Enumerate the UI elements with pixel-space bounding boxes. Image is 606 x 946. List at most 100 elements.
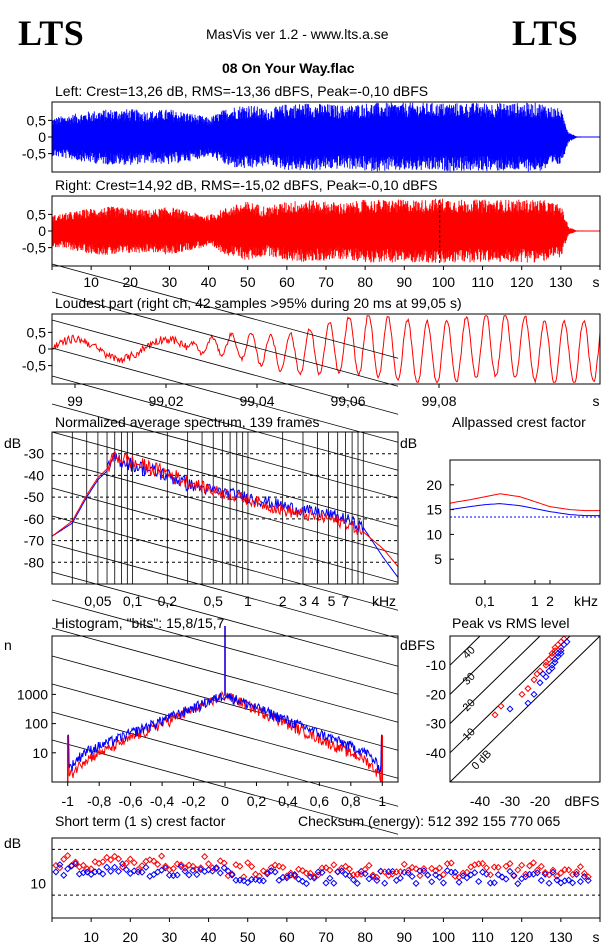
stc-xtick: 100 [432, 929, 456, 945]
pvr-ytick: -10 [426, 657, 446, 673]
stc-point-left [326, 874, 334, 882]
pvr-point-left [542, 673, 550, 681]
right-wave-title: Right: Crest=14,92 dB, RMS=-15,02 dBFS, … [55, 177, 437, 193]
stc-point-left [60, 871, 68, 879]
right-wave-xtick: 130 [549, 274, 573, 290]
lts-logo-right: LTS [512, 13, 579, 53]
loudest-xtick: 99 [67, 393, 83, 409]
pvr-point-right [557, 638, 565, 646]
stc-point-left [71, 860, 80, 868]
stc-point-left [107, 867, 115, 875]
pvr-ylabel: dBFS [400, 637, 435, 653]
stc-point-right [518, 861, 526, 869]
right-wave-ytick: 0 [38, 223, 46, 239]
stc-point-left [420, 867, 428, 875]
right-wave-xtick: 110 [471, 274, 494, 290]
stc-point-left [103, 863, 111, 871]
spectrum-slope-line [51, 543, 399, 639]
stc-point-left [126, 869, 134, 878]
loudest-xtick: s [593, 393, 600, 409]
hist-xtick: 0,8 [341, 793, 361, 809]
pvr-point-right [533, 670, 541, 678]
stc-point-left [537, 876, 545, 884]
loudest-ytick: 0,5 [27, 324, 47, 340]
stc-point-left [451, 868, 459, 876]
right-wave-ytick: -0,5 [22, 240, 46, 256]
pvr-point-left [563, 638, 571, 646]
pvr-point-right [542, 658, 550, 666]
stc-point-right [126, 855, 134, 863]
crest-title: Allpassed crest factor [452, 414, 586, 430]
stc-xtick: 130 [549, 929, 573, 945]
hist-xtick: -0,2 [181, 793, 205, 809]
stc-point-right [228, 870, 236, 878]
stc-xtick: 110 [471, 929, 494, 945]
spectrum-slope-line [51, 683, 399, 779]
stc-point-left [208, 867, 217, 875]
stc-xtick: 80 [357, 929, 373, 945]
stc-point-left [584, 876, 592, 885]
spectrum-slope-line [51, 347, 399, 443]
stc-point-left [283, 874, 291, 882]
stc-point-left [275, 876, 283, 884]
stc-point-right [201, 853, 209, 861]
stc-point-left [322, 879, 330, 887]
stc-point-left [412, 879, 420, 887]
stc-point-left [95, 867, 103, 875]
stc-point-left [263, 870, 271, 878]
stc-point-left [416, 867, 424, 875]
stc-point-right [122, 859, 130, 867]
stc-point-left [490, 879, 498, 887]
stc-xtick: 50 [240, 929, 256, 945]
right-wave-xtick: 50 [240, 274, 256, 290]
spectrum-right [51, 451, 399, 567]
stc-point-left [353, 879, 361, 887]
loudest-xtick: 99,04 [239, 393, 274, 409]
right-wave-xtick: 90 [396, 274, 412, 290]
stc-point-left [87, 870, 95, 878]
stc-ytick: 10 [30, 876, 46, 892]
stc-point-left [310, 874, 318, 882]
stc-frame [51, 837, 601, 919]
hist-xtick: -0,6 [119, 793, 143, 809]
stc-point-left [259, 877, 267, 885]
stc-point-right [161, 862, 170, 870]
stc-point-right [87, 865, 95, 873]
stc-point-left [408, 872, 416, 881]
stc-point-left [533, 869, 541, 877]
spectrum-slope-line [51, 291, 399, 387]
stc-point-right [255, 872, 263, 880]
stc-point-left [64, 865, 72, 873]
spectrum-slope-line [51, 711, 399, 807]
stc-point-left [150, 871, 158, 879]
pvr-point-right [491, 711, 499, 719]
stc-point-right [169, 865, 177, 873]
app-version: MasVis ver 1.2 - www.lts.a.se [206, 26, 389, 42]
stc-point-right [361, 865, 369, 873]
stc-xtick: 10 [83, 929, 99, 945]
stc-point-left [361, 870, 369, 878]
stc-point-left [193, 871, 201, 879]
pvr-xtick: -20 [530, 793, 550, 809]
spectrum-ytick: -40 [24, 467, 44, 483]
stc-point-right [291, 872, 299, 880]
spectrum-slope-line [51, 459, 399, 555]
pvr-xtick: -40 [470, 793, 490, 809]
stc-point-right [475, 860, 483, 868]
spectrum-ytick: -80 [24, 554, 44, 570]
crest-ylabel: dB [400, 435, 417, 451]
loudest-xtick: 99,08 [421, 393, 456, 409]
hist-ytick: 100 [25, 716, 49, 732]
left-wave-ytick: 0 [38, 129, 46, 145]
stc-point-left [565, 876, 573, 884]
stc-point-right [365, 861, 373, 869]
pvr-point-left [545, 667, 553, 675]
stc-xtick: 120 [510, 929, 534, 945]
loudest-frame [51, 313, 601, 385]
pvr-frame [449, 635, 601, 783]
pvr-ytick: -40 [426, 745, 446, 761]
spectrum-title: Normalized average spectrum, 139 frames [55, 414, 320, 430]
pvr-point-left [548, 664, 556, 672]
stc-point-right [248, 862, 256, 871]
stc-point-right [557, 869, 565, 877]
